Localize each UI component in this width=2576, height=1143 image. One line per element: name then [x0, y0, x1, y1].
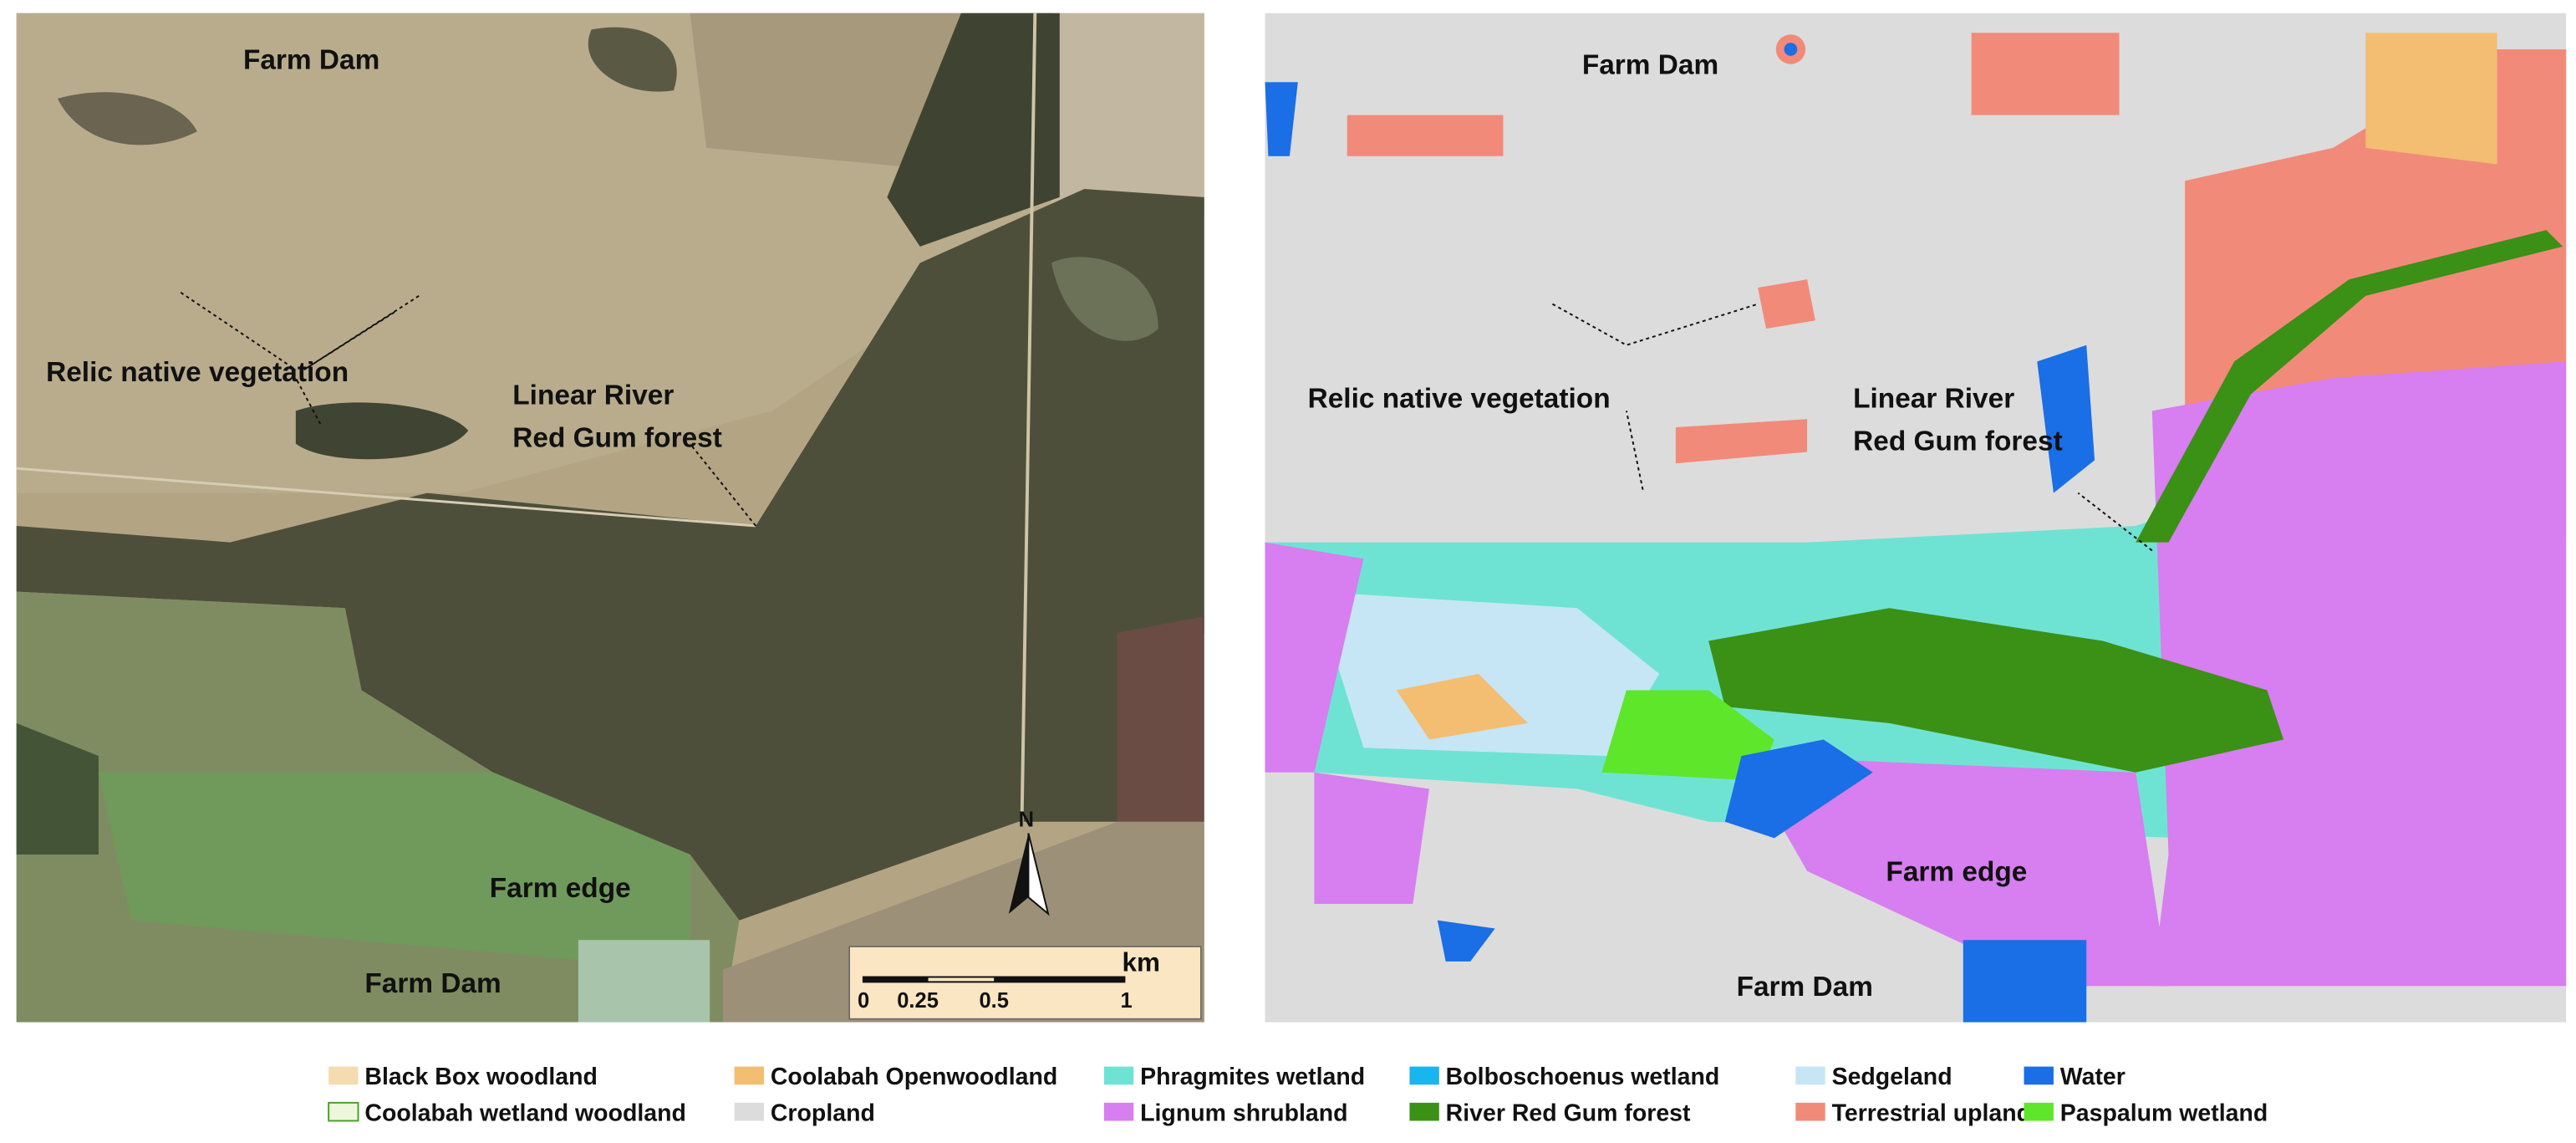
scale-tick-label: 1	[1121, 989, 1133, 1013]
map-label: Farm Dam	[1737, 972, 1873, 1003]
scale-tick-label: 0.5	[979, 989, 1009, 1013]
legend-swatch	[328, 1066, 359, 1085]
map-label: Linear River	[512, 380, 674, 411]
legend-swatch	[1795, 1102, 1825, 1121]
legend-label: Coolabah Openwoodland	[771, 1064, 1057, 1090]
classified-map	[1265, 13, 2567, 1023]
legend-swatch	[1103, 1066, 1134, 1085]
map-label: Red Gum forest	[512, 423, 722, 454]
scale-tick-label: 0	[858, 989, 869, 1013]
legend-label: Bolboschoenus wetland	[1446, 1064, 1720, 1090]
legend-swatch	[734, 1066, 765, 1085]
legend-label: Terrestrial upland	[1832, 1100, 2032, 1126]
map-label: Relic native vegetation	[46, 357, 349, 388]
legend-swatch	[1103, 1102, 1134, 1121]
legend-label: Paspalum wetland	[2060, 1100, 2268, 1126]
legend-swatch	[1795, 1066, 1825, 1085]
map-label: Red Gum forest	[1853, 426, 2063, 457]
legend-swatch	[1409, 1102, 1439, 1121]
map-label: Relic native vegetation	[1308, 383, 1611, 414]
legend: Black Box woodland Coolabah Openwoodland P…	[328, 1064, 2268, 1126]
map-label: Farm Dam	[364, 968, 501, 999]
north-label: N	[1019, 809, 1034, 832]
legend-label: Sedgeland	[1832, 1064, 1952, 1090]
legend-swatch	[2024, 1066, 2054, 1085]
map-label: Farm edge	[1886, 857, 2027, 888]
north-arrow: N	[1008, 809, 1050, 916]
map-label: Linear River	[1853, 383, 2014, 414]
map-label: Farm edge	[490, 873, 631, 904]
aerial-map	[16, 13, 1204, 1023]
legend-label: Phragmites wetland	[1140, 1064, 1365, 1090]
legend-label: Lignum shrubland	[1140, 1100, 1347, 1126]
map-label: Farm Dam	[243, 45, 379, 76]
legend-label: Coolabah wetland woodland	[364, 1100, 686, 1126]
legend-swatch	[328, 1101, 359, 1122]
legend-label: Black Box woodland	[364, 1064, 598, 1090]
legend-swatch	[1409, 1066, 1439, 1085]
legend-swatch	[734, 1102, 765, 1121]
legend-label: Water	[2060, 1064, 2125, 1090]
scale-tick-label: 0.25	[897, 989, 939, 1013]
legend-label: River Red Gum forest	[1446, 1100, 1691, 1126]
scale-bar: km 0 0.25 0.5 1	[848, 946, 1202, 1020]
map-label: Farm Dam	[1582, 49, 1718, 80]
legend-label: Cropland	[771, 1100, 875, 1126]
annotation-lines	[180, 292, 2153, 552]
scale-unit: km	[1122, 948, 1159, 977]
legend-swatch	[2024, 1102, 2054, 1121]
